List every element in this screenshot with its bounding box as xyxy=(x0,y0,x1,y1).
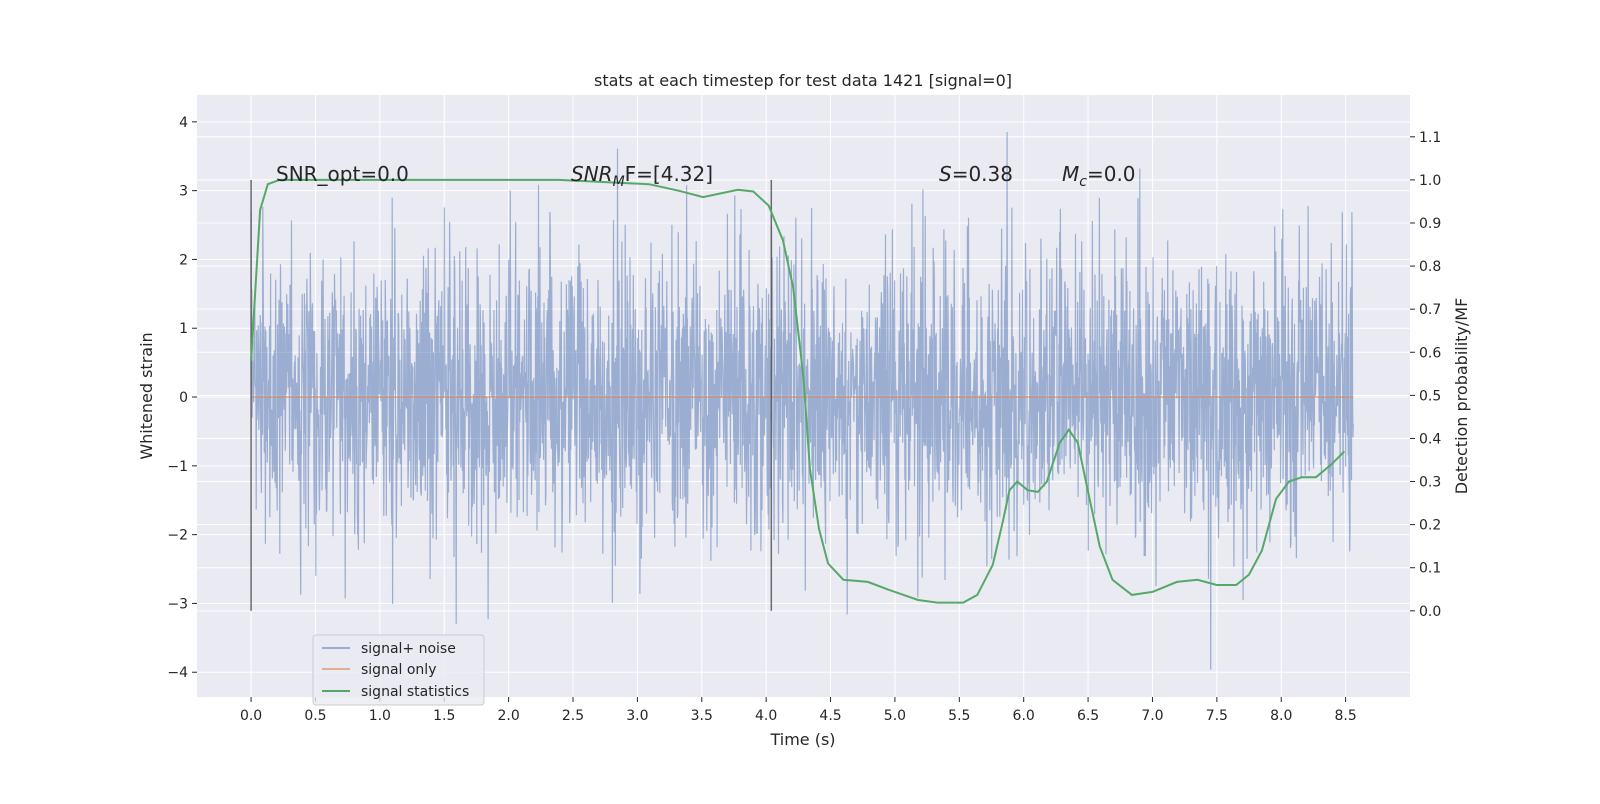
x-tick-label: 2.0 xyxy=(497,708,519,724)
x-tick-label: 7.5 xyxy=(1206,708,1228,724)
mc-var: M xyxy=(1062,162,1079,186)
x-tick-label: 1.5 xyxy=(433,708,455,724)
snr-mf-sub: M xyxy=(613,174,625,190)
y-right-tick-label: 0.1 xyxy=(1419,561,1441,577)
y-tick-label: −2 xyxy=(167,528,188,544)
x-tick-label: 4.0 xyxy=(755,708,777,724)
annotation-snr-mf: SNRMF=[4.32] xyxy=(571,162,713,190)
y-axis-label: Whitened strain xyxy=(137,332,156,459)
s-val: =0.38 xyxy=(952,162,1013,186)
snr-mf-main: SNR xyxy=(571,162,613,186)
y-tick-label: 0 xyxy=(179,390,188,406)
x-tick-label: 8.0 xyxy=(1270,708,1292,724)
y-tick-label: −3 xyxy=(167,596,188,612)
annotation-s: S=0.38 xyxy=(939,162,1013,186)
y-axis-right-label: Detection probability/MF xyxy=(1452,298,1471,495)
annotation-mc: Mc=0.0 xyxy=(1062,162,1136,190)
legend-label-signal: signal only xyxy=(361,662,436,678)
y-right-tick-label: 0.7 xyxy=(1419,302,1441,318)
x-tick-label: 1.0 xyxy=(369,708,391,724)
y-right-tick-label: 0.6 xyxy=(1419,345,1441,361)
legend: signal+ noise signal only signal statist… xyxy=(313,635,484,705)
x-tick-label: 4.5 xyxy=(819,708,841,724)
x-tick-label: 2.5 xyxy=(562,708,584,724)
y-right-tick-label: 0.2 xyxy=(1419,518,1441,534)
y-right-tick-label: 1.1 xyxy=(1419,130,1441,146)
y-tick-label: −4 xyxy=(167,665,188,681)
y-right-tick-label: 0.9 xyxy=(1419,216,1441,232)
s-var: S xyxy=(939,162,952,186)
x-tick-label: 3.0 xyxy=(626,708,648,724)
chart-title: stats at each timestep for test data 142… xyxy=(594,71,1012,90)
y-right-tick-label: 0.8 xyxy=(1419,259,1441,275)
x-tick-label: 0.5 xyxy=(304,708,326,724)
x-tick-label: 5.5 xyxy=(948,708,970,724)
y-right-tick-label: 0.4 xyxy=(1419,431,1441,447)
y-tick-label: 1 xyxy=(179,321,188,337)
y-tick-label: −1 xyxy=(167,459,188,475)
x-axis-label: Time (s) xyxy=(769,730,835,749)
x-tick-label: 6.5 xyxy=(1077,708,1099,724)
x-tick-label: 0.0 xyxy=(240,708,262,724)
y-tick-label: 4 xyxy=(179,115,188,131)
y-tick-label: 3 xyxy=(179,184,188,200)
y-right-tick-label: 1.0 xyxy=(1419,173,1441,189)
x-tick-label: 7.0 xyxy=(1141,708,1163,724)
legend-label-noise: signal+ noise xyxy=(361,641,456,657)
x-tick-label: 5.0 xyxy=(884,708,906,724)
x-tick-label: 6.0 xyxy=(1013,708,1035,724)
y-tick-label: 2 xyxy=(179,252,188,268)
legend-label-statistics: signal statistics xyxy=(361,684,469,700)
annotation-snr-opt: SNR_opt=0.0 xyxy=(276,162,409,186)
y-right-tick-label: 0.5 xyxy=(1419,388,1441,404)
snr-mf-rest: F=[4.32] xyxy=(625,162,713,186)
mc-val: =0.0 xyxy=(1087,162,1136,186)
x-tick-label: 8.5 xyxy=(1334,708,1356,724)
y-right-tick-label: 0.0 xyxy=(1419,604,1441,620)
y-right-tick-label: 0.3 xyxy=(1419,475,1441,491)
x-tick-label: 3.5 xyxy=(691,708,713,724)
